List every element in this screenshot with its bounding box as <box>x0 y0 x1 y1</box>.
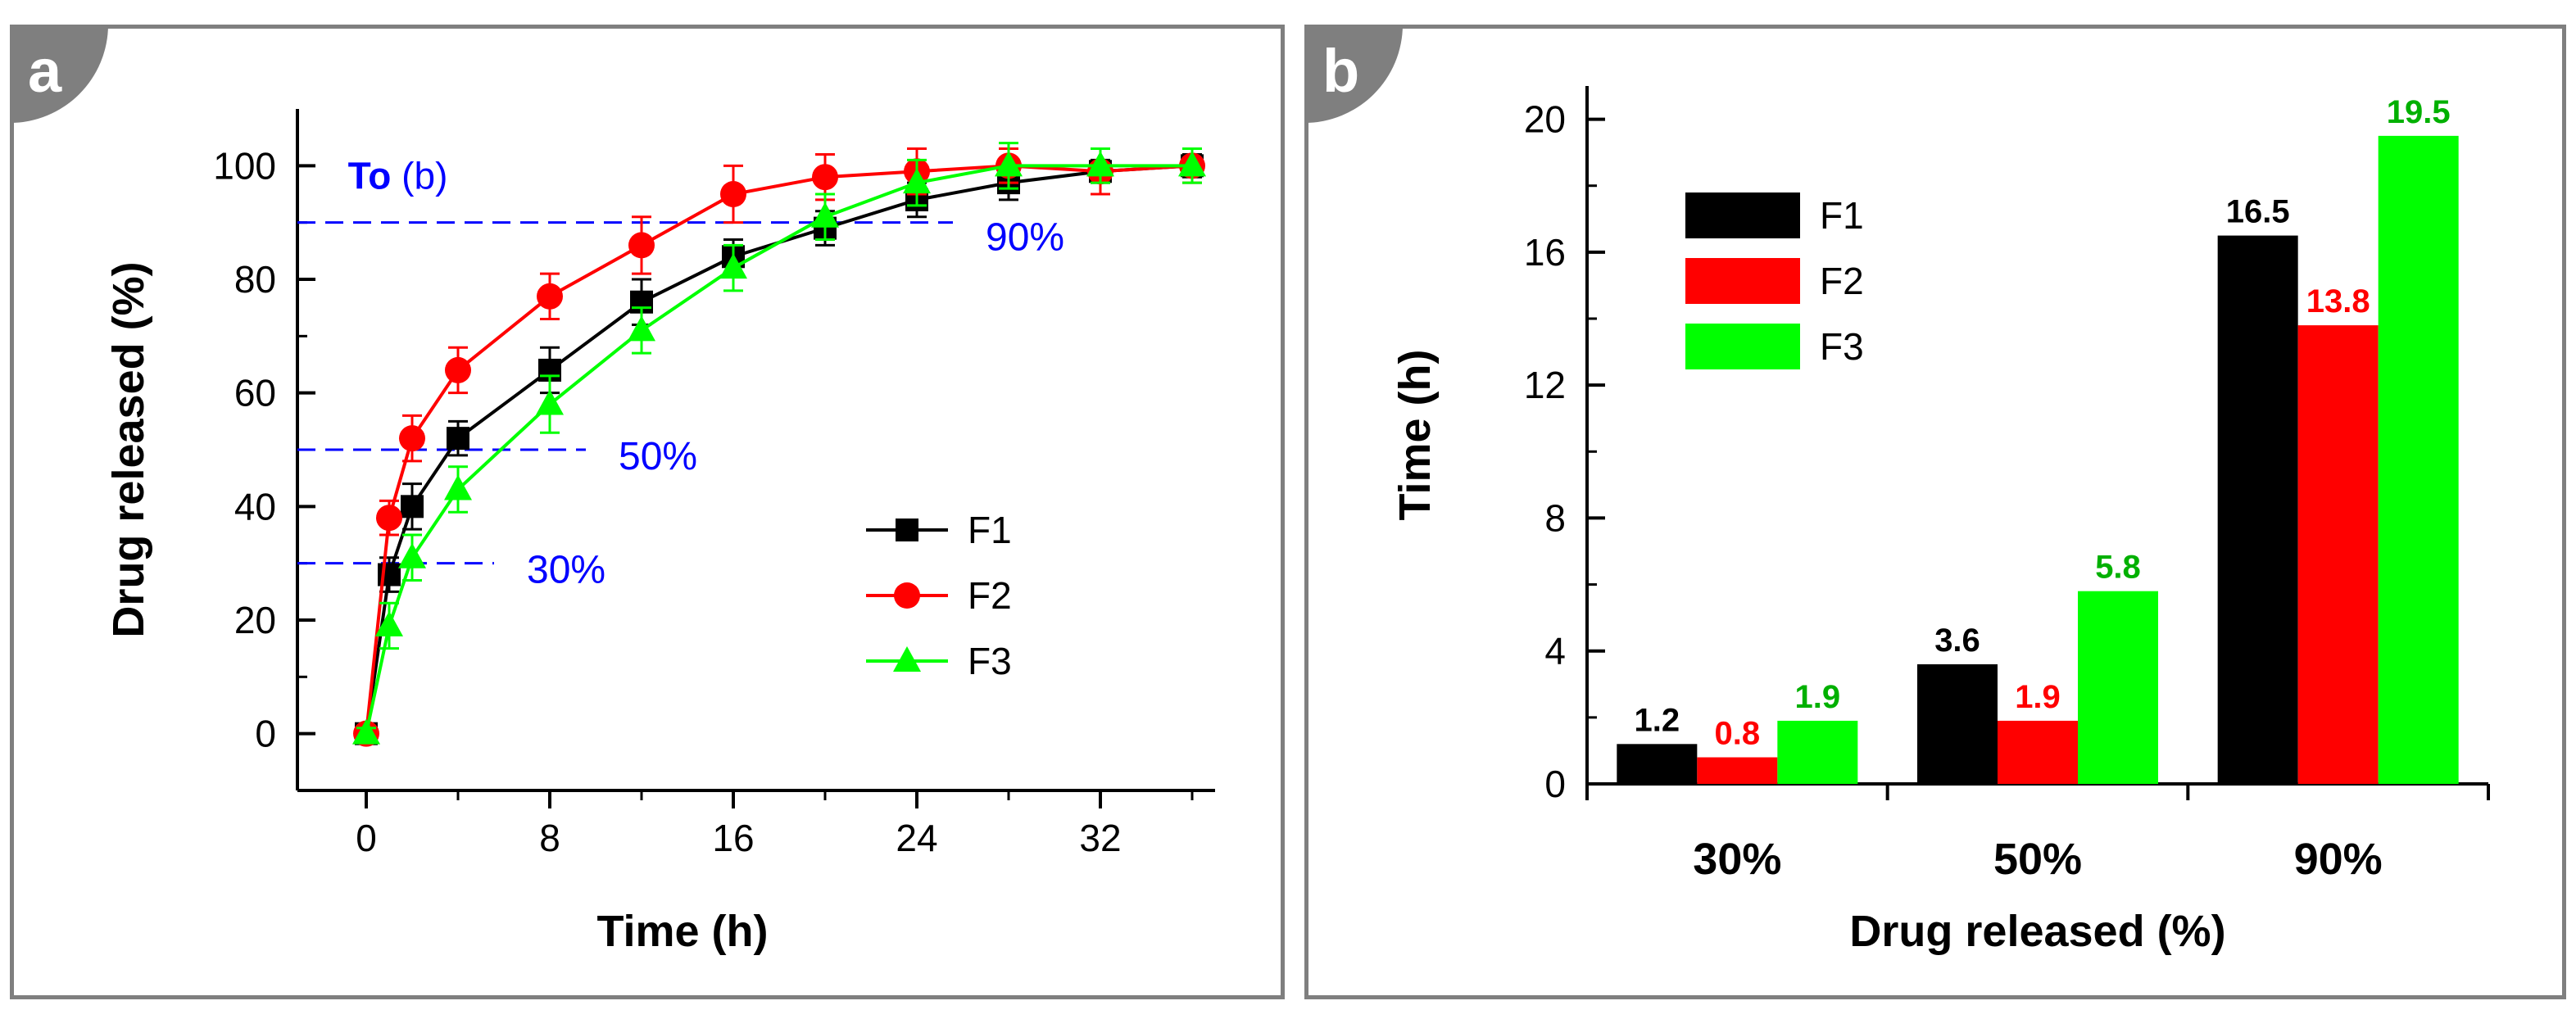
panel-b-label-tab: b <box>1304 25 1403 123</box>
legend-label-f3: F3 <box>968 640 1012 682</box>
x-tick-label: 32 <box>1079 817 1121 859</box>
bar-f3-90 <box>2378 135 2459 784</box>
bar-value-label-f3-30: 1.9 <box>1795 679 1841 715</box>
legend-marker-f2 <box>894 582 920 609</box>
bar-f2-90 <box>2297 325 2379 785</box>
bar-value-label-f2-30: 0.8 <box>1715 716 1761 752</box>
data-point <box>1178 151 1206 177</box>
category-label-50: 50% <box>1993 835 2082 884</box>
data-point <box>398 542 426 568</box>
data-point <box>376 505 402 532</box>
x-axis-title: Drug released (%) <box>1849 907 2225 956</box>
legend-label-f2: F2 <box>968 574 1012 617</box>
legend-label-f1: F1 <box>1820 194 1864 237</box>
bar-value-label-f1-90: 16.5 <box>2226 194 2290 230</box>
data-point <box>628 232 655 259</box>
legend-label-f2: F2 <box>1820 260 1864 302</box>
data-point <box>628 315 655 342</box>
data-point <box>811 202 839 228</box>
legend-label-f3: F3 <box>1820 325 1864 368</box>
y-tick-label: 80 <box>234 258 276 301</box>
bar-f2-50 <box>1998 720 2078 784</box>
data-point <box>536 389 564 415</box>
release-profile-chart: 0 20 40 60 80 100 0 8 16 24 32 Time (h) Drug release… <box>104 109 1215 956</box>
bar-value-label-f2-90: 13.8 <box>2306 283 2370 319</box>
bar-value-label-f1-30: 1.2 <box>1635 702 1680 738</box>
release-time-bar-chart: 0 4 8 12 16 20 30% 1.2 0.8 1.9 50% 3.6 1.9 5.8 90% 16.5… <box>1390 86 2490 956</box>
x-tick-label: 8 <box>539 817 560 859</box>
series-f2 <box>353 147 1205 747</box>
bar-f2-30 <box>1697 757 1778 784</box>
panel-a: a 0 20 40 60 80 100 0 8 16 24 32 Time (h) Drug relea… <box>10 25 1285 999</box>
legend-swatch-f2 <box>1685 258 1800 304</box>
series-line-f3 <box>365 164 1192 735</box>
bar-f1-30 <box>1617 744 1698 784</box>
y-tick-label: 100 <box>213 144 276 187</box>
category-label-30: 30% <box>1693 835 1781 884</box>
y-tick-label: 16 <box>1524 231 1566 274</box>
series-f3 <box>352 142 1206 745</box>
data-point <box>537 283 563 310</box>
y-tick-label: 0 <box>255 713 276 755</box>
bar-value-label-f1-50: 3.6 <box>1934 623 1980 659</box>
data-point <box>399 425 425 452</box>
data-point <box>720 181 746 207</box>
y-axis-title: Time (h) <box>1390 349 1440 520</box>
category-label-90: 90% <box>2294 835 2383 884</box>
y-tick-label: 40 <box>234 485 276 528</box>
data-point <box>812 164 838 191</box>
panel-b: b 0 4 8 12 16 20 30% 1.2 0.8 1.9 50% 3.6 1.9 5.8 90% 16… <box>1304 25 2566 999</box>
reference-label-30: 30% <box>527 549 605 592</box>
bar-value-label-f3-90: 19.5 <box>2387 94 2451 130</box>
panel-a-label: a <box>28 37 62 105</box>
legend-marker-f1 <box>896 519 918 541</box>
y-tick-label: 20 <box>234 599 276 641</box>
to-b-annotation: To (b) <box>348 154 448 197</box>
legend-swatch-f1 <box>1685 192 1800 238</box>
data-point <box>1086 151 1114 177</box>
bar-f1-50 <box>1917 663 1998 784</box>
reference-label-50: 50% <box>619 435 697 478</box>
series-line-f1 <box>365 164 1193 734</box>
y-tick-label: 12 <box>1524 364 1566 406</box>
x-tick-label: 16 <box>712 817 754 859</box>
reference-label-90: 90% <box>986 216 1064 260</box>
x-tick-label: 24 <box>896 817 937 859</box>
data-point <box>401 495 424 519</box>
bar-f3-50 <box>2078 591 2158 784</box>
x-tick-label: 0 <box>356 817 377 859</box>
data-point <box>352 718 380 745</box>
bar-value-label-f3-50: 5.8 <box>2095 550 2141 586</box>
panel-b-label: b <box>1322 37 1359 105</box>
x-axis-title: Time (h) <box>596 907 768 956</box>
data-point <box>444 474 472 500</box>
panel-a-label-tab: a <box>10 25 108 123</box>
y-tick-label: 0 <box>1544 763 1566 805</box>
y-tick-label: 4 <box>1544 630 1566 673</box>
legend-swatch-f3 <box>1685 324 1800 369</box>
bar-f3-30 <box>1777 720 1858 784</box>
series-line-f2 <box>365 164 1193 734</box>
y-tick-label: 8 <box>1544 496 1566 539</box>
annotation-rest-part: (b) <box>391 154 447 197</box>
y-tick-label: 60 <box>234 372 276 414</box>
legend-marker-f3 <box>893 646 921 672</box>
bar-f1-90 <box>2217 235 2298 784</box>
data-point <box>995 151 1023 177</box>
legend-label-f1: F1 <box>968 509 1012 551</box>
data-point <box>447 427 469 451</box>
bar-value-label-f2-50: 1.9 <box>2015 679 2061 715</box>
data-point <box>719 253 747 279</box>
data-point <box>375 610 403 636</box>
y-axis-title: Drug released (%) <box>104 261 153 637</box>
data-point <box>445 356 471 383</box>
y-tick-label: 20 <box>1524 98 1566 141</box>
annotation-bold-part: To <box>348 154 392 197</box>
data-point <box>903 168 931 194</box>
